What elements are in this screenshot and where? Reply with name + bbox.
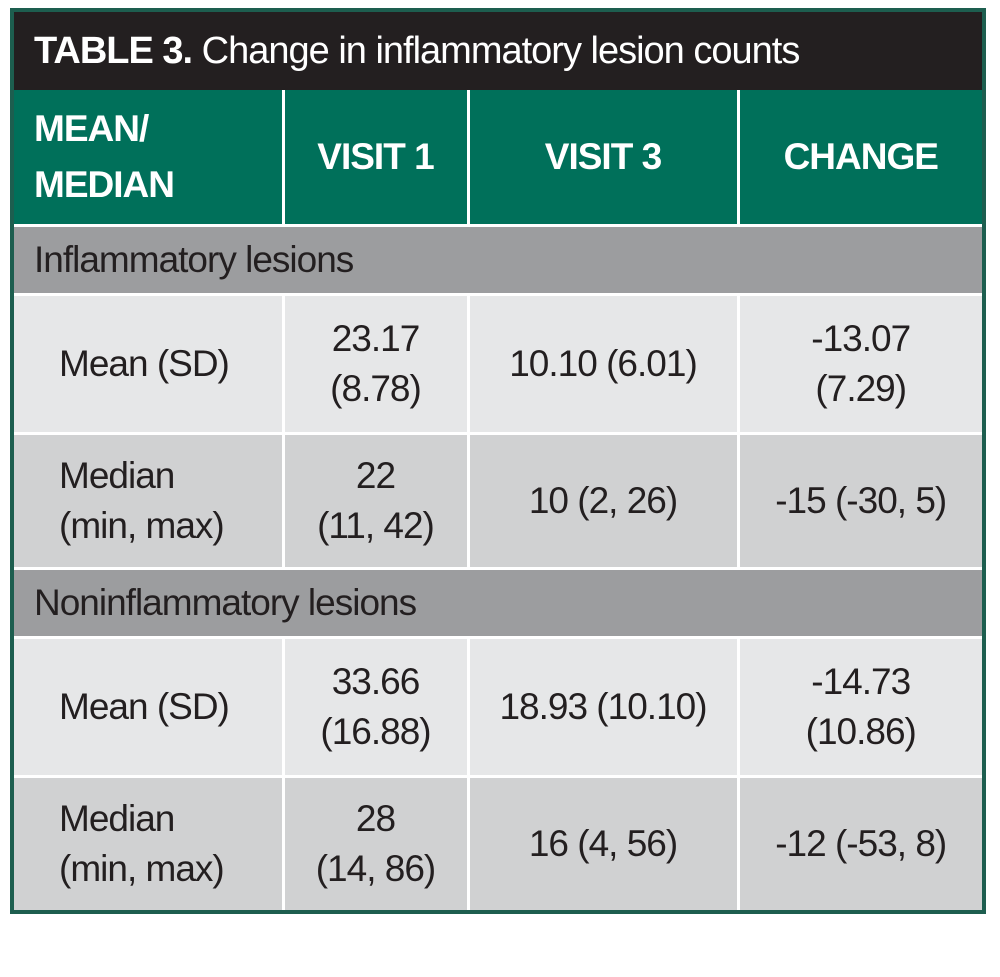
cell-line: CHANGE	[783, 136, 939, 177]
section-label: Inflammatory lesions	[14, 224, 982, 296]
data-cell: 10.10 (6.01)	[466, 293, 740, 435]
data-row: Median (min, max) 28 (14, 86) 16 (4, 56) -12 …	[14, 775, 982, 910]
cell-line: MEDIAN	[34, 164, 175, 205]
data-cell: -13.07 (7.29)	[736, 293, 982, 435]
cell-line: (min, max)	[59, 848, 225, 889]
cell-line: 22	[355, 455, 396, 496]
data-cell: Mean (SD)	[14, 636, 285, 778]
cell-line: 10 (2, 26)	[528, 480, 678, 521]
section-row: Inflammatory lesions	[14, 224, 982, 296]
data-cell: 28 (14, 86)	[281, 775, 470, 910]
cell-line: 18.93 (10.10)	[499, 686, 707, 727]
cell-line: 23.17	[331, 318, 421, 359]
cell-line: Mean (SD)	[59, 343, 230, 384]
data-table: MEAN/MEDIAN VISIT 1 VISIT 3 CHANGE Inflammat…	[14, 90, 982, 910]
data-cell: -14.73 (10.86)	[736, 636, 982, 778]
cell-line: 10.10 (6.01)	[509, 343, 698, 384]
cell-line: -13.07	[811, 318, 911, 359]
cell-line: 28	[355, 798, 396, 839]
data-row: Median (min, max) 22 (11, 42) 10 (2, 26) -15 …	[14, 432, 982, 570]
data-cell: 10 (2, 26)	[466, 432, 740, 570]
cell-line: -14.73	[811, 661, 911, 702]
cell-line: Mean (SD)	[59, 686, 230, 727]
cell-line: MEAN/	[34, 108, 149, 149]
cell-line: (min, max)	[59, 505, 225, 546]
data-cell: -12 (-53, 8)	[736, 775, 982, 910]
table-frame: TABLE 3. Change in inflammatory lesion c…	[10, 8, 986, 914]
header-cell: MEAN/MEDIAN	[14, 90, 285, 227]
cell-line: Median	[59, 455, 175, 496]
cell-line: (16.88)	[320, 711, 431, 752]
data-cell: 18.93 (10.10)	[466, 636, 740, 778]
data-cell: Mean (SD)	[14, 293, 285, 435]
header-row: MEAN/MEDIAN VISIT 1 VISIT 3 CHANGE	[14, 90, 982, 227]
cell-line: (10.86)	[805, 711, 917, 752]
table-title: TABLE 3. Change in inflammatory lesion c…	[14, 12, 982, 90]
cell-line: VISIT 1	[317, 136, 434, 177]
cell-line: -15 (-30, 5)	[775, 480, 947, 521]
cell-line: -12 (-53, 8)	[775, 823, 947, 864]
data-row: Mean (SD) 33.66 (16.88) 18.93 (10.10) -14.73…	[14, 636, 982, 778]
data-cell: Median (min, max)	[14, 432, 285, 570]
cell-line: (14, 86)	[315, 848, 437, 889]
data-cell: 23.17 (8.78)	[281, 293, 470, 435]
data-cell: 33.66 (16.88)	[281, 636, 470, 778]
header-cell: VISIT 1	[281, 90, 470, 227]
cell-line: (11, 42)	[317, 505, 435, 546]
data-cell: 22 (11, 42)	[281, 432, 470, 570]
data-cell: 16 (4, 56)	[466, 775, 740, 910]
cell-line: (7.29)	[815, 368, 907, 409]
section-row: Noninflammatory lesions	[14, 567, 982, 639]
cell-line: VISIT 3	[544, 136, 662, 177]
data-row: Mean (SD) 23.17 (8.78) 10.10 (6.01) -13.07 (7…	[14, 293, 982, 435]
cell-line: Median	[59, 798, 175, 839]
header-cell: CHANGE	[736, 90, 982, 227]
cell-line: 33.66	[331, 661, 421, 702]
header-cell: VISIT 3	[466, 90, 740, 227]
cell-line: (8.78)	[330, 368, 422, 409]
section-label: Noninflammatory lesions	[14, 567, 982, 639]
title-label: TABLE 3.	[34, 30, 193, 72]
title-text: Change in inflammatory lesion counts	[201, 30, 801, 72]
data-cell: Median (min, max)	[14, 775, 285, 910]
cell-line: 16 (4, 56)	[528, 823, 678, 864]
data-cell: -15 (-30, 5)	[736, 432, 982, 570]
